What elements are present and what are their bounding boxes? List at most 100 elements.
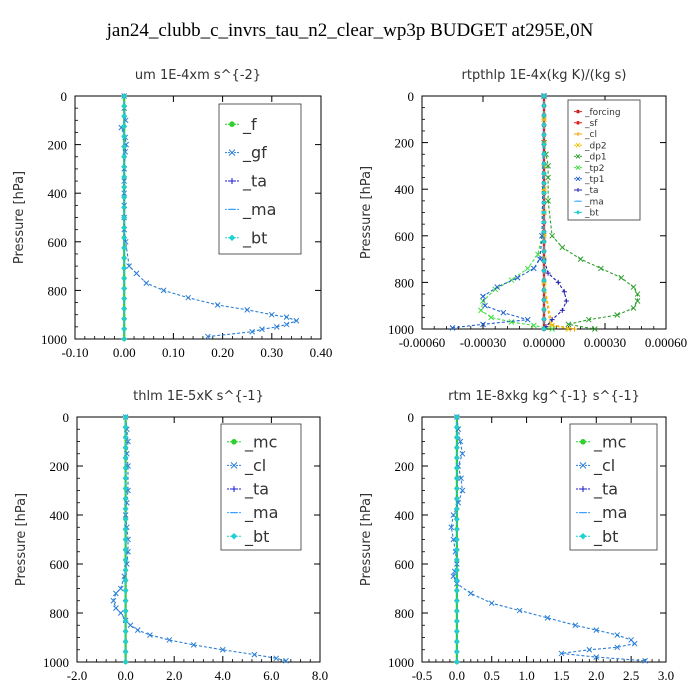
legend-marker <box>575 176 581 182</box>
legend-marker <box>230 532 238 540</box>
chart-panel-2: rtpthlp 1E-4x(kg K)/(kg s) Pressure [hPa]… <box>359 68 687 350</box>
legend-entry: _ma <box>576 503 627 523</box>
chart-title: thlm 1E-5xK s^{-1} <box>133 389 264 404</box>
data-point <box>454 506 460 512</box>
legend-label: _ma <box>244 503 278 523</box>
x-tick-label: 1.0 <box>518 668 534 683</box>
data-point <box>454 424 460 431</box>
data-point <box>204 333 211 340</box>
data-point <box>630 284 637 290</box>
data-point <box>480 321 486 328</box>
data-point <box>541 151 547 158</box>
data-point <box>450 573 457 580</box>
data-point <box>122 638 129 645</box>
data-point <box>524 265 531 272</box>
data-point <box>122 495 129 502</box>
data-point <box>614 312 621 318</box>
legend-label: _ma <box>584 197 604 207</box>
legend-marker <box>576 188 580 192</box>
legend-entry: _cl <box>574 130 597 140</box>
data-point <box>541 122 547 128</box>
data-point <box>630 305 637 311</box>
data-point <box>454 444 460 451</box>
data-point <box>122 424 129 431</box>
y-tick-label: 800 <box>395 275 415 290</box>
data-point <box>126 263 132 269</box>
data-point <box>121 326 128 332</box>
series-line <box>480 95 553 330</box>
legend-entry: _ma <box>227 503 278 523</box>
data-point <box>454 648 460 655</box>
data-point <box>454 557 460 563</box>
data-point <box>454 495 460 502</box>
data-point <box>478 307 484 314</box>
x-tick-label: 0.0 <box>117 668 133 683</box>
data-point <box>214 302 221 308</box>
x-tick-label: 1.5 <box>553 668 569 683</box>
data-point <box>459 487 466 494</box>
data-point <box>121 103 128 109</box>
data-point <box>121 204 128 211</box>
data-point <box>541 306 547 313</box>
x-tick-label: 0.30 <box>260 345 283 360</box>
data-point <box>541 277 547 284</box>
data-point <box>121 285 128 292</box>
legend-marker <box>576 132 580 136</box>
data-point <box>121 265 128 271</box>
data-point <box>516 607 523 614</box>
series-bt <box>122 414 129 665</box>
data-point <box>454 546 460 553</box>
series-bt <box>541 93 547 332</box>
x-tick-label: 0.10 <box>162 345 185 360</box>
y-tick-label: 800 <box>50 606 70 621</box>
legend-box <box>567 99 641 221</box>
data-point <box>565 326 572 332</box>
data-point <box>541 248 547 255</box>
legend-marker <box>575 142 581 148</box>
legend-label: _mc <box>244 432 277 452</box>
y-tick-label: 800 <box>395 606 415 621</box>
data-point <box>454 659 460 665</box>
data-point <box>121 174 128 180</box>
legend-label: _bt <box>593 527 618 547</box>
legend-label: _cl <box>584 130 597 140</box>
data-point <box>122 526 129 533</box>
data-point <box>549 317 555 323</box>
y-tick-label: 1000 <box>43 655 69 670</box>
legend-label: _tp1 <box>584 175 604 185</box>
data-point <box>122 628 129 635</box>
legend-marker <box>580 438 586 445</box>
legend-marker <box>576 121 580 125</box>
y-axis-label: Pressure [hPa] <box>359 493 374 586</box>
x-tick-label: -0.5 <box>412 668 433 683</box>
data-point <box>283 321 290 328</box>
data-point <box>121 295 128 302</box>
y-tick-label: 1000 <box>388 655 414 670</box>
data-point <box>122 618 129 625</box>
legend-label: _ta <box>244 480 269 500</box>
data-point <box>122 506 129 512</box>
data-point <box>541 229 547 235</box>
y-tick-label: 1000 <box>41 332 67 347</box>
page-title: jan24_clubb_c_invrs_tau_n2_clear_wp3p BU… <box>106 20 594 41</box>
data-point <box>121 336 128 342</box>
legend-label: _forcing <box>584 108 621 118</box>
y-tick-label: 600 <box>395 557 415 572</box>
data-point <box>121 214 128 221</box>
data-point <box>541 219 547 226</box>
data-point <box>121 234 128 241</box>
x-tick-label: 0.00000 <box>523 335 565 350</box>
data-point <box>113 605 119 611</box>
legend-entry: _tp2 <box>574 164 604 174</box>
data-point <box>293 317 300 324</box>
data-point <box>122 597 129 604</box>
data-point <box>541 93 547 99</box>
data-point <box>121 315 128 322</box>
data-point <box>559 244 566 251</box>
data-point <box>122 659 129 665</box>
data-point <box>454 454 460 461</box>
data-point <box>535 251 541 258</box>
legend-entry: _f <box>225 115 257 135</box>
legend-marker <box>575 210 581 215</box>
legend-label: _ta <box>593 480 618 500</box>
